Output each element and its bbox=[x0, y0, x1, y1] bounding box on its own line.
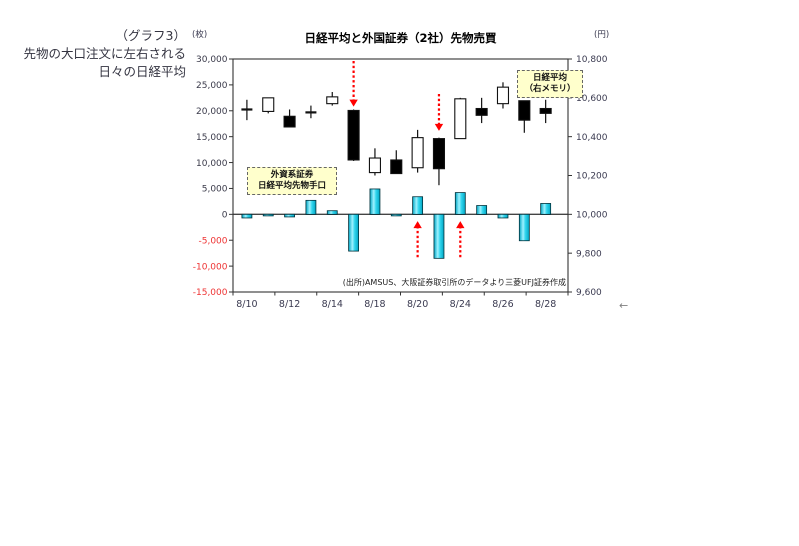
futures-legend-line1: 外資系証券 bbox=[270, 170, 314, 180]
candle-body bbox=[326, 96, 339, 105]
side-note: （グラフ3） 先物の大口注文に左右される 日々の日経平均 bbox=[0, 27, 186, 81]
right-axis-tick-label: 9,600 bbox=[576, 288, 602, 298]
volume-bar bbox=[262, 213, 274, 217]
down-arrow-head bbox=[349, 99, 358, 107]
x-axis-date-label: 8/14 bbox=[322, 299, 343, 310]
side-note-line2: 先物の大口注文に左右される bbox=[23, 46, 186, 61]
volume-bar bbox=[326, 210, 338, 215]
candle-body bbox=[432, 138, 446, 170]
futures-legend: 外資系証券 日経平均先物手口 bbox=[247, 167, 337, 195]
side-note-line1: （グラフ3） bbox=[115, 28, 186, 43]
left-axis-tick-label: -15,000 bbox=[193, 288, 228, 298]
left-axis-tick-label: 25,000 bbox=[196, 81, 228, 91]
candle-body bbox=[368, 157, 381, 174]
candle-body bbox=[518, 100, 531, 121]
candle-body bbox=[347, 109, 360, 161]
volume-bar bbox=[497, 213, 509, 219]
volume-bar bbox=[540, 203, 552, 215]
volume-bar bbox=[433, 213, 445, 259]
left-axis-tick-label: 15,000 bbox=[196, 133, 228, 143]
candle-body bbox=[390, 159, 403, 175]
right-axis-tick-label: 10,000 bbox=[576, 211, 608, 221]
nikkei-legend-line1: 日経平均 bbox=[532, 73, 567, 83]
left-axis-tick-label: -10,000 bbox=[193, 262, 228, 272]
nikkei-legend-line2: （右メモリ） bbox=[524, 84, 576, 94]
nikkei-legend: 日経平均 （右メモリ） bbox=[517, 70, 583, 98]
up-arrow-head bbox=[413, 221, 422, 229]
x-axis-date-label: 8/10 bbox=[236, 299, 257, 310]
futures-legend-line2: 日経平均先物手口 bbox=[257, 181, 326, 191]
right-axis-tick-label: 9,800 bbox=[576, 249, 602, 259]
candle-body bbox=[539, 107, 552, 114]
candle-body bbox=[454, 98, 467, 140]
volume-bar bbox=[241, 213, 253, 219]
up-arrow-head bbox=[456, 221, 465, 229]
down-arrow-head bbox=[434, 123, 444, 131]
right-axis-unit-label: (円) bbox=[594, 30, 610, 40]
volume-bar bbox=[348, 213, 360, 252]
left-axis-tick-label: -5,000 bbox=[198, 236, 227, 246]
left-axis-tick-label: 0 bbox=[222, 211, 228, 221]
candle-body bbox=[411, 137, 424, 169]
x-axis-date-label: 8/18 bbox=[364, 299, 385, 310]
x-axis-date-label: 8/24 bbox=[450, 299, 471, 310]
volume-bar bbox=[390, 213, 402, 217]
volume-bar bbox=[412, 196, 424, 215]
right-axis-tick-label: 10,600 bbox=[576, 94, 608, 104]
candle-body bbox=[496, 86, 510, 105]
source-credit: (出所)AMSUS、大阪証券取引所のデータより三菱UFJ証券作成 bbox=[342, 278, 566, 287]
side-note-line3: 日々の日経平均 bbox=[98, 64, 186, 79]
volume-bar bbox=[305, 199, 317, 215]
right-axis-tick-label: 10,400 bbox=[576, 133, 608, 143]
volume-bar bbox=[284, 213, 295, 218]
x-axis-date-label: 8/20 bbox=[407, 299, 428, 310]
volume-bar bbox=[518, 213, 530, 242]
volume-bar bbox=[454, 192, 466, 215]
chart-title: 日経平均と外国証券（2社）先物売買 bbox=[304, 31, 497, 45]
right-axis-tick-label: 10,200 bbox=[576, 172, 608, 182]
left-axis-tick-label: 5,000 bbox=[202, 185, 228, 195]
right-axis-tick-label: 10,800 bbox=[576, 55, 608, 65]
left-axis-tick-label: 30,000 bbox=[196, 55, 228, 65]
volume-bar bbox=[369, 188, 381, 215]
x-axis-date-label: 8/12 bbox=[279, 299, 300, 310]
left-axis-tick-label: 20,000 bbox=[196, 107, 228, 117]
plot-frame bbox=[232, 58, 569, 293]
left-axis-unit-label: (枚) bbox=[192, 30, 208, 40]
volume-bar bbox=[476, 205, 488, 215]
left-axis-tick-label: 10,000 bbox=[196, 159, 228, 169]
x-axis-date-label: 8/26 bbox=[492, 299, 513, 310]
x-axis-date-label: 8/28 bbox=[535, 299, 556, 310]
candle-body bbox=[283, 115, 296, 128]
candle-body bbox=[475, 107, 488, 116]
cursor-arrow-glyph: ← bbox=[619, 299, 629, 312]
candle-body bbox=[262, 97, 275, 112]
